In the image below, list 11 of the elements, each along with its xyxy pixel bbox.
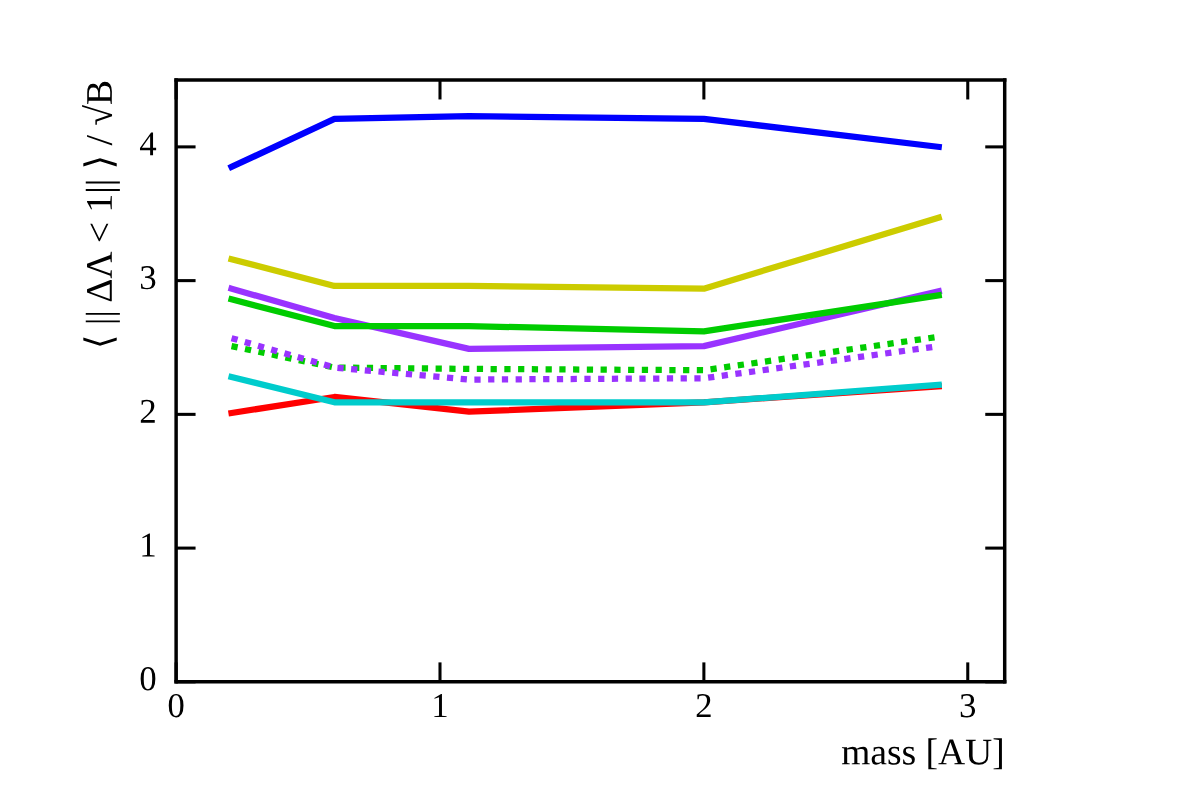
y-tick-label: 3 xyxy=(140,265,156,290)
x-axis-title: mass [AU] xyxy=(841,738,1002,770)
y-tick-label: 1 xyxy=(142,533,155,557)
x-tick-label: 0 xyxy=(168,693,184,718)
y-axis-title: ⟨ || ΔΛ < 1|| ⟩ / √B xyxy=(82,81,120,346)
y-tick-label: 2 xyxy=(140,399,155,423)
x-tick-label: 1 xyxy=(434,694,447,718)
y-tick-label: 4 xyxy=(139,132,157,156)
y-tick-label: 0 xyxy=(140,667,156,691)
x-tick-label: 2 xyxy=(696,694,711,718)
x-tick-label: 3 xyxy=(960,694,976,718)
